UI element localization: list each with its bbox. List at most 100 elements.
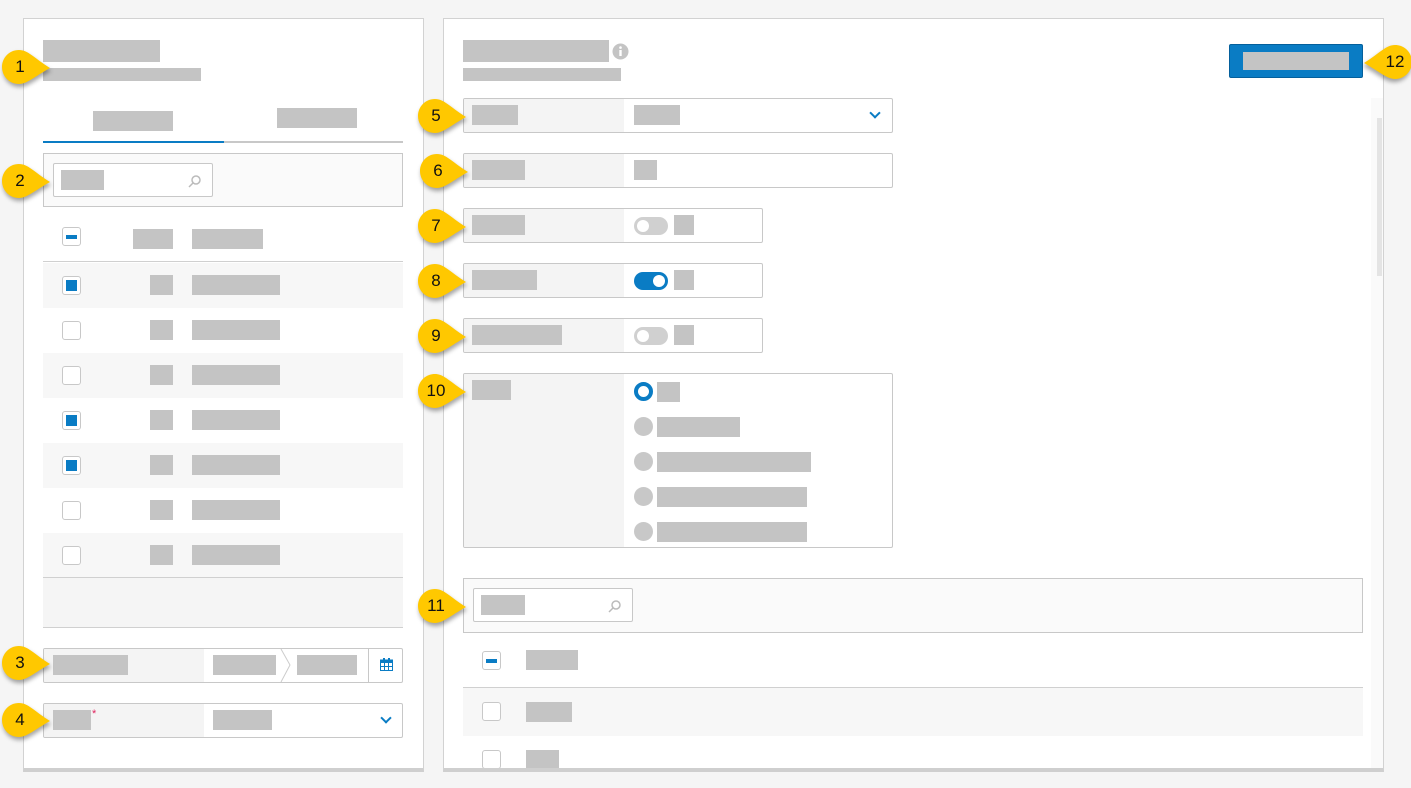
calendar-icon <box>380 658 393 671</box>
table-row[interactable] <box>43 488 403 533</box>
primary-button[interactable] <box>1229 44 1363 78</box>
row-checkbox[interactable] <box>62 321 81 340</box>
cell-value <box>150 410 173 430</box>
scrollbar-thumb[interactable] <box>1377 118 1382 276</box>
select-field[interactable] <box>463 98 893 133</box>
row-checkbox[interactable] <box>62 366 81 385</box>
callout-number: 9 <box>431 326 441 345</box>
callout-number: 7 <box>431 216 441 235</box>
callout-marker: 3 <box>0 645 54 683</box>
table-row[interactable] <box>43 533 403 578</box>
cell-value <box>150 365 173 385</box>
select-all-checkbox[interactable] <box>482 651 501 670</box>
callout-marker: 2 <box>0 163 54 201</box>
search-icon <box>188 175 201 188</box>
row-checkbox[interactable] <box>482 750 501 768</box>
tab-first[interactable] <box>43 100 224 143</box>
calendar-button[interactable] <box>368 649 402 682</box>
right-panel <box>443 18 1384 772</box>
left-table <box>43 218 403 628</box>
row-checkbox[interactable] <box>62 546 81 565</box>
tab-second[interactable] <box>224 100 403 143</box>
scrollbar[interactable] <box>1371 98 1383 768</box>
radio-group-field <box>463 373 893 548</box>
callout-marker: 4 <box>0 702 54 740</box>
dropdown-value <box>213 710 272 730</box>
radio-option-label <box>657 452 811 472</box>
toggle-switch[interactable] <box>634 327 668 345</box>
required-dropdown[interactable]: * <box>43 703 403 738</box>
cell-value <box>192 500 280 520</box>
select-all-checkbox[interactable] <box>62 227 81 246</box>
cell-value <box>150 275 173 295</box>
left-panel-title <box>43 40 160 62</box>
row-checkbox[interactable] <box>62 411 81 430</box>
callout-number: 10 <box>426 381 446 400</box>
table-row[interactable] <box>43 263 403 308</box>
cell-value <box>192 545 280 565</box>
cell-value <box>192 275 280 295</box>
table-row[interactable] <box>463 736 1363 768</box>
table-row[interactable] <box>43 308 403 353</box>
table-row[interactable] <box>463 688 1363 736</box>
radio-option[interactable] <box>634 522 653 541</box>
toggle-switch[interactable] <box>634 217 668 235</box>
right-panel-title <box>463 40 609 62</box>
radio-option-label <box>657 417 740 437</box>
cell-value <box>526 750 559 768</box>
row-checkbox[interactable] <box>482 702 501 721</box>
chevron-down-icon <box>869 107 881 119</box>
callout-number: 5 <box>431 106 441 125</box>
cell-value <box>192 410 280 430</box>
callout-number: 2 <box>15 171 25 190</box>
end-date-value[interactable] <box>297 655 357 675</box>
table-row[interactable] <box>43 398 403 443</box>
toggle-field-3 <box>463 318 763 353</box>
callout-number: 11 <box>427 596 445 615</box>
callout-marker: 6 <box>418 153 472 191</box>
callout-number: 8 <box>431 271 441 290</box>
right-panel-subtitle <box>463 68 621 81</box>
toggle-field-1 <box>463 208 763 243</box>
left-search-input[interactable] <box>53 163 213 197</box>
radio-option[interactable] <box>634 382 653 401</box>
cell-value <box>150 545 173 565</box>
table-row[interactable] <box>43 353 403 398</box>
table-header <box>463 640 1363 688</box>
toggle-field-2 <box>463 263 763 298</box>
column-header[interactable] <box>526 650 578 670</box>
callout-number: 6 <box>433 161 443 180</box>
callout-marker: 11 <box>416 588 470 626</box>
radio-option[interactable] <box>634 452 653 471</box>
radio-option-label <box>657 522 807 542</box>
chevron-down-icon <box>380 712 392 724</box>
radio-option[interactable] <box>634 487 653 506</box>
column-header[interactable] <box>133 229 173 249</box>
callout-number: 3 <box>15 653 25 672</box>
radio-option[interactable] <box>634 417 653 436</box>
table-header <box>43 218 403 262</box>
radio-option-label <box>657 382 680 402</box>
callout-marker: 10 <box>416 373 470 411</box>
left-panel-subtitle <box>43 68 201 81</box>
toggle-switch[interactable] <box>634 272 668 290</box>
column-header[interactable] <box>192 229 263 249</box>
cell-value <box>150 320 173 340</box>
table-footer <box>43 577 403 628</box>
row-checkbox[interactable] <box>62 276 81 295</box>
right-search-input[interactable] <box>473 588 633 622</box>
row-checkbox[interactable] <box>62 456 81 475</box>
right-table <box>463 640 1363 768</box>
date-range-field[interactable] <box>43 648 403 683</box>
row-checkbox[interactable] <box>62 501 81 520</box>
select-value <box>634 105 680 125</box>
callout-number: 12 <box>1385 52 1405 71</box>
callout-number: 1 <box>15 57 25 76</box>
callout-marker: 9 <box>416 318 470 356</box>
info-icon <box>612 43 629 60</box>
table-row[interactable] <box>43 443 403 488</box>
text-field[interactable] <box>463 153 893 188</box>
start-date-value[interactable] <box>213 655 276 675</box>
cell-value <box>192 320 280 340</box>
callout-marker: 1 <box>0 49 54 87</box>
